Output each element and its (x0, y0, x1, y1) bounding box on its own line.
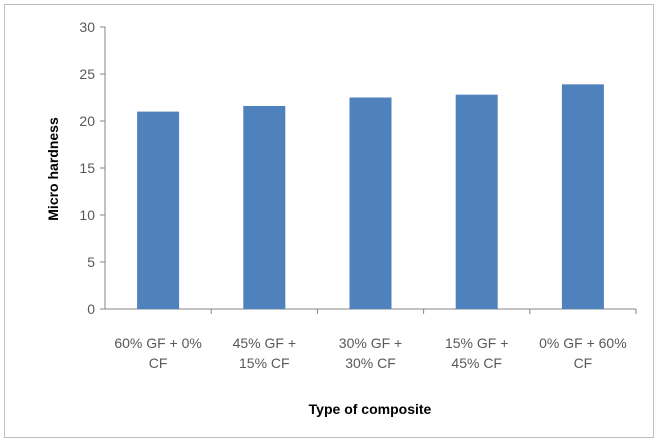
y-tick-label: 5 (87, 254, 95, 270)
y-axis-title: Micro hardness (45, 117, 61, 221)
y-tick-label: 15 (79, 160, 95, 176)
y-tick-label: 30 (79, 19, 95, 35)
x-category-label-line: CF (149, 355, 168, 371)
x-category-label-line: 45% GF + (233, 335, 296, 351)
bar (349, 97, 392, 309)
bar (561, 84, 604, 309)
x-category-label: 0% GF + 60% CF (539, 335, 627, 371)
x-category-label-line: 0% GF + 60% (539, 335, 627, 351)
chart-frame (4, 4, 654, 438)
x-category-label-line: 15% CF (239, 355, 290, 371)
bar (455, 94, 498, 310)
x-category-label-line: CF (574, 355, 593, 371)
x-category-label: 60% GF + 0% CF (114, 335, 202, 371)
x-category-label: 30% GF + 30% CF (339, 335, 402, 371)
bar (137, 111, 180, 309)
y-tick-label: 25 (79, 66, 95, 82)
x-category-label-line: 60% GF + 0% (114, 335, 202, 351)
y-tick-label: 10 (79, 207, 95, 223)
y-tick-label: 0 (87, 301, 95, 317)
x-category-label: 45% GF + 15% CF (233, 335, 296, 371)
x-category-label: 15% GF + 45% CF (445, 335, 508, 371)
x-category-label-line: 45% CF (451, 355, 502, 371)
x-category-label-line: 30% GF + (339, 335, 402, 351)
x-category-label-line: 15% GF + (445, 335, 508, 351)
x-axis-labels: 60% GF + 0% CF 45% GF + 15% CF 30% GF + 30% C… (114, 309, 637, 371)
bar-series (137, 84, 604, 310)
x-category-label-line: 30% CF (345, 355, 396, 371)
y-axis-ticks: 0 5 10 15 20 25 30 (79, 19, 105, 317)
y-tick-label: 20 (79, 113, 95, 129)
x-axis-title: Type of composite (309, 401, 432, 417)
bar (243, 105, 286, 310)
